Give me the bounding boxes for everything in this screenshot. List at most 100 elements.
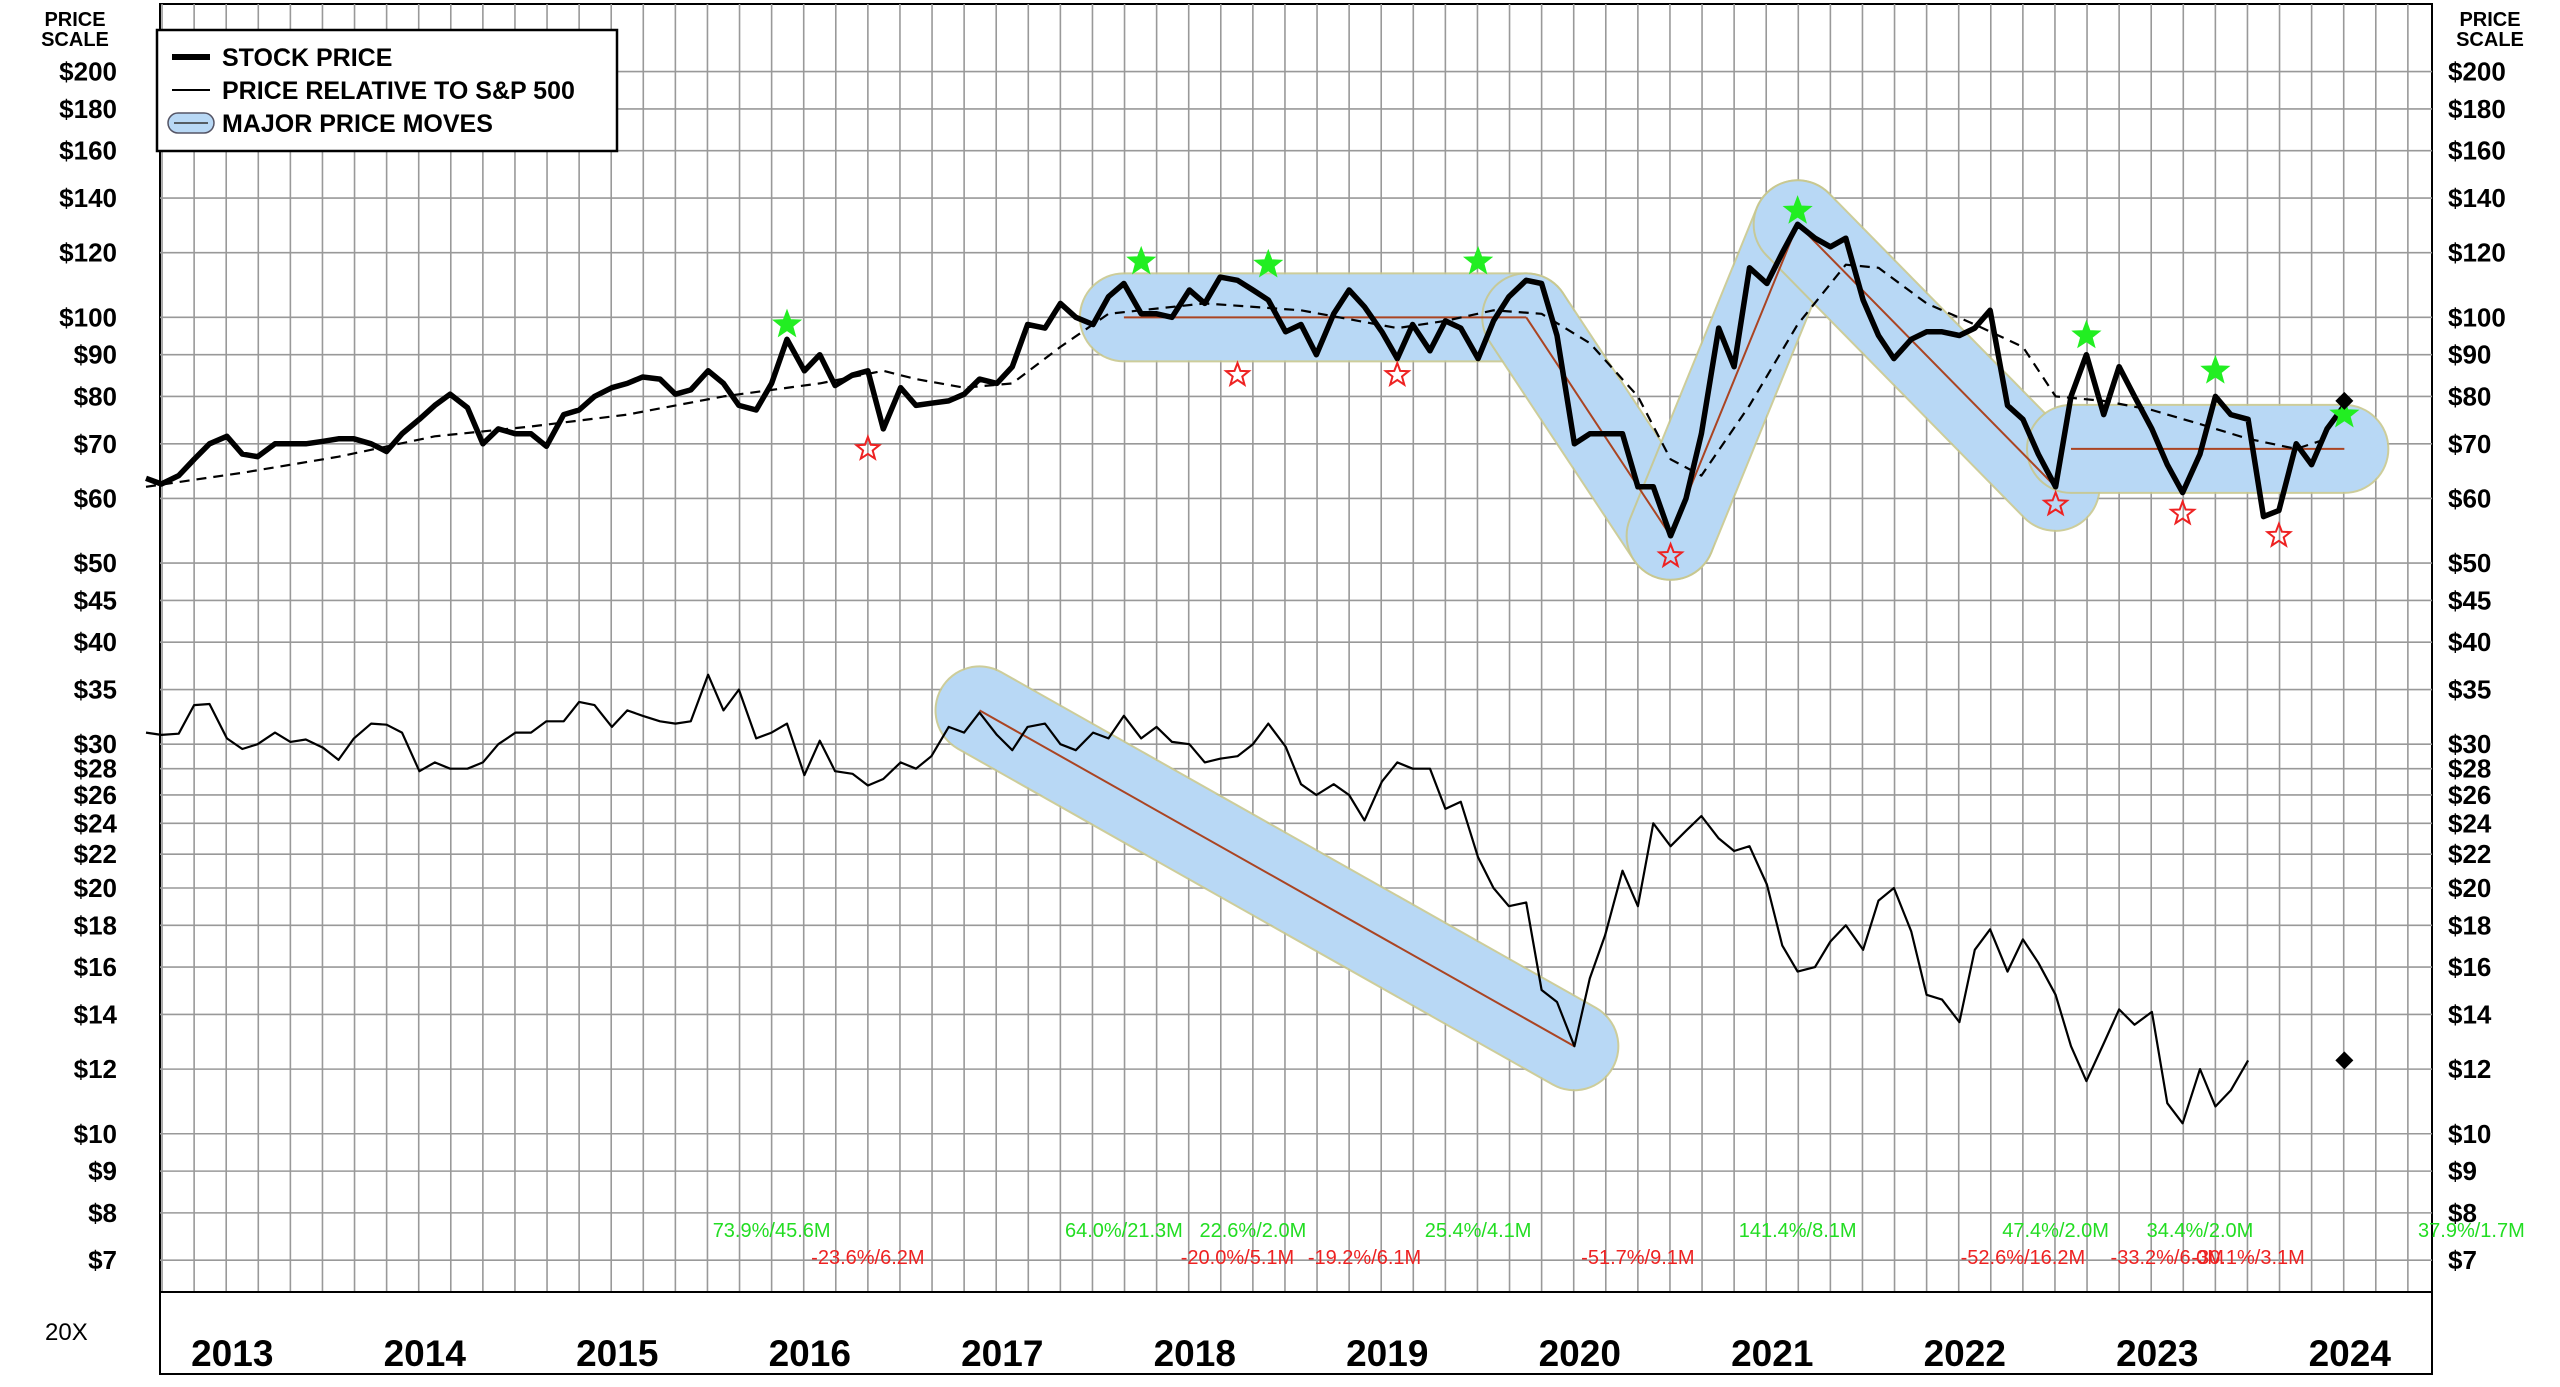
legend-label: MAJOR PRICE MOVES <box>222 110 493 138</box>
year-tick-label: 2018 <box>1154 1333 1236 1374</box>
loss-annotation: -33.2%/6.0M <box>2111 1247 2224 1269</box>
y-tick-label-right: $8 <box>2448 1198 2477 1228</box>
down-star-marker <box>1383 360 1412 388</box>
y-tick-label-left: $100 <box>59 302 117 332</box>
y-tick-label-right: $16 <box>2448 952 2491 982</box>
legend-box <box>155 28 619 153</box>
y-tick-label-left: $7 <box>88 1245 117 1275</box>
scale-title-right: SCALE <box>2456 29 2524 51</box>
down-star-marker <box>2264 520 2293 548</box>
gain-annotation: 141.4%/8.1M <box>1739 1220 1857 1242</box>
y-tick-label-left: $16 <box>74 952 117 982</box>
scale-title-left: SCALE <box>41 29 109 51</box>
y-tick-label-left: $24 <box>74 808 118 838</box>
y-tick-label-left: $28 <box>74 754 117 784</box>
y-tick-label-right: $90 <box>2448 340 2491 370</box>
y-tick-label-right: $30 <box>2448 729 2491 759</box>
y-tick-label-right: $18 <box>2448 910 2491 940</box>
year-tick-label: 2014 <box>384 1333 467 1374</box>
year-tick-label: 2021 <box>1731 1333 1813 1374</box>
zoom-label: 20X <box>45 1319 88 1346</box>
y-tick-label-right: $20 <box>2448 873 2491 903</box>
scale-title-left: PRICE <box>44 9 105 31</box>
up-star-marker <box>1462 245 1494 275</box>
y-tick-label-right: $70 <box>2448 429 2491 459</box>
y-tick-label-right: $9 <box>2448 1156 2477 1186</box>
gain-annotation: 34.4%/2.0M <box>2147 1220 2254 1242</box>
y-tick-label-left: $70 <box>74 429 117 459</box>
y-tick-label-left: $200 <box>59 57 117 87</box>
up-star-marker <box>2200 354 2231 384</box>
grid-layer <box>159 3 2433 1375</box>
up-star-marker <box>2071 319 2102 349</box>
y-tick-label-right: $14 <box>2448 999 2492 1029</box>
year-tick-label: 2013 <box>191 1333 273 1374</box>
y-tick-label-left: $14 <box>74 999 118 1029</box>
y-tick-label-left: $26 <box>74 780 117 810</box>
axis-layer: $200 $200 $180 $180 $160 $160 $140 $140 $120 $120… <box>41 9 2524 1374</box>
year-tick-label: 2019 <box>1346 1333 1428 1374</box>
latest-value-marker <box>2335 1051 2354 1070</box>
y-tick-label-right: $22 <box>2448 839 2491 869</box>
series-layer <box>145 221 2347 1125</box>
legend-label: PRICE RELATIVE TO S&P 500 <box>222 77 575 105</box>
year-tick-label: 2015 <box>576 1333 658 1374</box>
y-tick-label-right: $120 <box>2448 238 2506 268</box>
legend: STOCK PRICE PRICE RELATIVE TO S&P 500 MAJO… <box>155 28 619 153</box>
price-move-trendline <box>1796 223 2057 488</box>
y-tick-label-left: $50 <box>74 548 117 578</box>
loss-annotation: -20.0%/5.1M <box>1181 1247 1294 1269</box>
up-star-marker <box>2329 398 2360 428</box>
y-tick-label-right: $10 <box>2448 1119 2491 1149</box>
year-tick-label: 2020 <box>1539 1333 1621 1374</box>
y-tick-label-left: $20 <box>74 873 117 903</box>
y-tick-label-right: $180 <box>2448 94 2506 124</box>
y-tick-label-right: $60 <box>2448 483 2491 513</box>
loss-annotation: -23.6%/6.2M <box>811 1247 924 1269</box>
y-tick-label-left: $22 <box>74 839 117 869</box>
y-tick-label-left: $60 <box>74 483 117 513</box>
scale-title-right: PRICE <box>2459 9 2520 31</box>
gain-annotation: 73.9%/45.6M <box>713 1220 831 1242</box>
gain-annotation: 47.4%/2.0M <box>2002 1220 2109 1242</box>
y-tick-label-left: $45 <box>74 585 117 615</box>
y-tick-label-right: $7 <box>2448 1245 2477 1275</box>
down-star-marker <box>1656 541 1685 569</box>
up-star-marker <box>772 308 803 338</box>
loss-annotation: -52.6%/16.2M <box>1961 1247 2086 1269</box>
y-tick-label-right: $80 <box>2448 381 2491 411</box>
y-tick-label-left: $12 <box>74 1054 117 1084</box>
y-tick-label-left: $8 <box>88 1198 117 1228</box>
year-tick-label: 2024 <box>2309 1333 2392 1374</box>
up-star-marker <box>1782 195 1813 224</box>
y-tick-label-right: $40 <box>2448 627 2491 657</box>
y-tick-label-left: $90 <box>74 340 117 370</box>
relative-to-sp500-line <box>145 673 2250 1125</box>
annotation-layer: 73.9%/45.6M -23.6%/6.2M 64.0%/21.3M -20.0%/… <box>713 1220 2525 1269</box>
year-tick-label: 2016 <box>769 1333 851 1374</box>
y-tick-label-right: $160 <box>2448 136 2506 166</box>
y-tick-label-right: $50 <box>2448 548 2491 578</box>
y-tick-label-right: $28 <box>2448 754 2491 784</box>
down-star-marker <box>2041 489 2070 517</box>
loss-annotation: -51.7%/9.1M <box>1581 1247 1694 1269</box>
legend-label: STOCK PRICE <box>222 44 392 72</box>
y-tick-label-left: $10 <box>74 1119 117 1149</box>
price-move-trendline <box>1525 316 1672 537</box>
y-tick-label-left: $160 <box>59 136 117 166</box>
y-tick-label-left: $180 <box>59 94 117 124</box>
up-star-marker <box>1126 245 1157 275</box>
latest-value-marker <box>2335 391 2354 410</box>
moving-average-line <box>145 263 2328 488</box>
down-star-marker <box>853 434 882 461</box>
gain-annotation: 22.6%/2.0M <box>1200 1220 1307 1242</box>
price-move-trendline <box>979 709 1575 1048</box>
gain-annotation: 64.0%/21.3M <box>1065 1220 1183 1242</box>
y-tick-label-left: $120 <box>59 238 117 268</box>
gain-annotation: 25.4%/4.1M <box>1425 1220 1532 1242</box>
down-star-marker <box>2168 498 2197 526</box>
y-tick-label-right: $12 <box>2448 1054 2491 1084</box>
y-tick-label-left: $18 <box>74 910 117 940</box>
